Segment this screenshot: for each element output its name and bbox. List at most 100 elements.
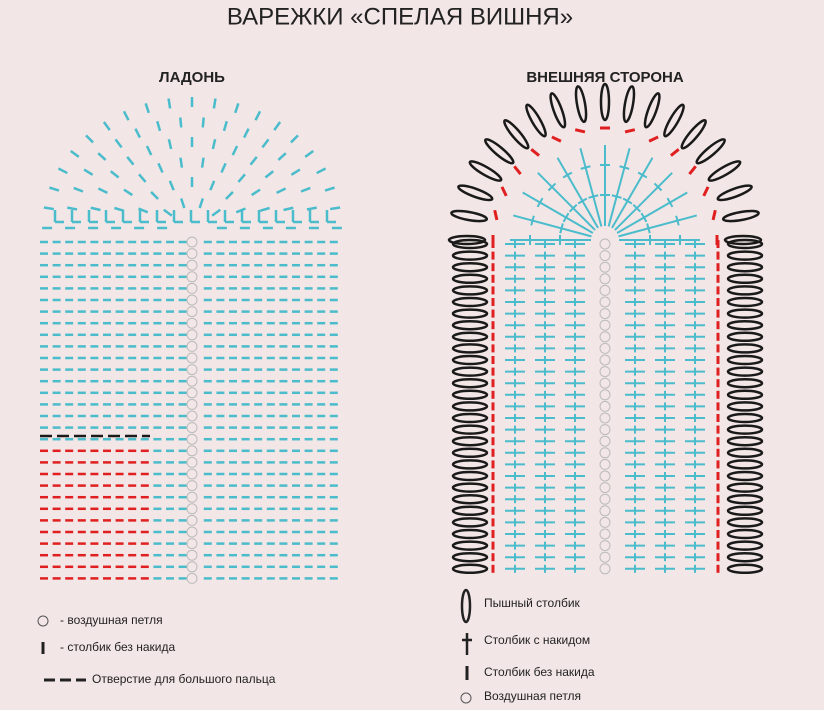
puff-stitch bbox=[622, 85, 636, 124]
sc-stitch bbox=[324, 186, 335, 192]
puff-stitch bbox=[716, 184, 753, 202]
chain-stitch bbox=[186, 259, 198, 271]
chain-stitch bbox=[186, 491, 198, 503]
puff-stitch bbox=[451, 331, 489, 343]
dc-stitch bbox=[632, 203, 642, 213]
sc-stitch bbox=[168, 180, 175, 191]
sc-stitch bbox=[231, 145, 239, 156]
puff-stitch bbox=[468, 160, 503, 182]
puff-stitch bbox=[726, 493, 764, 505]
dc-stitch bbox=[562, 212, 570, 223]
chain-stitch bbox=[599, 505, 611, 517]
chain-stitch bbox=[186, 456, 198, 468]
puff-stitch bbox=[726, 319, 764, 331]
sc-stitch bbox=[234, 103, 240, 114]
back-title: ВНЕШНЯЯ СТОРОНА bbox=[526, 69, 684, 86]
sc-stitch bbox=[261, 138, 270, 149]
sc-stitch bbox=[211, 208, 221, 217]
puff-stitch bbox=[451, 470, 489, 482]
chain-stitch bbox=[599, 331, 611, 343]
puff-stitch bbox=[726, 285, 764, 296]
sc-stitch bbox=[69, 149, 80, 158]
sc-stitch bbox=[304, 149, 315, 158]
puff-stitch bbox=[451, 459, 489, 470]
puff-stitch bbox=[451, 366, 489, 377]
puff-stitch bbox=[726, 412, 764, 424]
puff-stitch bbox=[451, 238, 489, 250]
puff-stitch bbox=[451, 528, 489, 540]
legend-chain-icon bbox=[460, 692, 472, 704]
chain-stitch bbox=[186, 329, 198, 341]
sc-stitch bbox=[329, 206, 341, 211]
dc-stitch bbox=[653, 182, 663, 192]
chain-stitch bbox=[599, 424, 611, 436]
sc-stitch bbox=[211, 139, 217, 150]
sc-stitch bbox=[83, 168, 94, 176]
sc-stitch bbox=[200, 157, 205, 168]
dc-stitch bbox=[537, 172, 596, 231]
chain-stitch bbox=[599, 250, 611, 262]
sc-stitch bbox=[201, 117, 205, 128]
puff-stitch bbox=[726, 331, 764, 343]
sc-stitch bbox=[277, 152, 287, 161]
legend-label: Пышный столбик bbox=[484, 596, 581, 610]
puff-stitch bbox=[457, 184, 494, 202]
puff-stitch bbox=[450, 209, 489, 223]
chain-stitch bbox=[186, 352, 198, 364]
dc-stitch bbox=[640, 212, 648, 223]
puff-stitch bbox=[451, 505, 489, 517]
puff-stitch bbox=[726, 470, 764, 482]
chain-stitch bbox=[599, 482, 611, 494]
chain-stitch bbox=[599, 551, 611, 563]
legend-label: Столбик без накида bbox=[484, 665, 595, 679]
puff-stitch bbox=[707, 160, 742, 182]
dc-stitch bbox=[646, 223, 651, 234]
puff-stitch bbox=[451, 435, 489, 447]
dc-stitch bbox=[577, 197, 588, 205]
legend-label: - воздушная петля bbox=[60, 613, 163, 627]
sc-stitch bbox=[167, 98, 172, 109]
puff-stitch bbox=[726, 343, 764, 354]
dc-stitch bbox=[588, 194, 599, 199]
chain-stitch bbox=[599, 342, 611, 354]
chain-stitch bbox=[186, 248, 198, 260]
chain-stitch bbox=[599, 563, 611, 575]
puff-stitch bbox=[726, 261, 764, 273]
chain-stitch bbox=[186, 514, 198, 526]
dc-stitch bbox=[580, 165, 591, 170]
sc-stitch bbox=[145, 145, 153, 156]
dc-stitch bbox=[618, 214, 698, 238]
chain-stitch bbox=[186, 317, 198, 329]
dc-stitch bbox=[614, 172, 673, 231]
chain-stitch bbox=[599, 516, 611, 528]
chain-stitch bbox=[599, 412, 611, 424]
puff-stitch bbox=[726, 389, 764, 401]
puff-stitch bbox=[726, 435, 764, 447]
puff-stitch bbox=[726, 273, 764, 285]
chain-stitch bbox=[599, 261, 611, 273]
sc-stitch bbox=[493, 209, 499, 221]
sc-stitch bbox=[114, 138, 123, 149]
sc-stitch bbox=[624, 128, 636, 134]
sc-stitch bbox=[123, 188, 134, 197]
dc-stitch bbox=[666, 197, 674, 208]
puff-stitch bbox=[451, 493, 489, 505]
sc-stitch bbox=[150, 191, 160, 200]
chain-stitch bbox=[186, 282, 198, 294]
chain-stitch bbox=[599, 493, 611, 505]
puff-stitch bbox=[726, 354, 764, 366]
sc-stitch bbox=[574, 128, 586, 134]
sc-stitch bbox=[224, 191, 234, 200]
puff-stitch bbox=[726, 563, 764, 575]
sc-stitch bbox=[290, 134, 299, 144]
chain-stitch bbox=[186, 468, 198, 480]
sc-stitch bbox=[49, 186, 60, 192]
legend-label: - столбик без накида bbox=[60, 640, 176, 654]
puff-stitch bbox=[447, 234, 487, 246]
legend-label: Столбик с накидом bbox=[484, 633, 590, 647]
sc-stitch bbox=[209, 180, 216, 191]
dc-stitch bbox=[512, 214, 592, 238]
puff-stitch bbox=[451, 343, 489, 354]
sc-stitch bbox=[122, 110, 130, 121]
